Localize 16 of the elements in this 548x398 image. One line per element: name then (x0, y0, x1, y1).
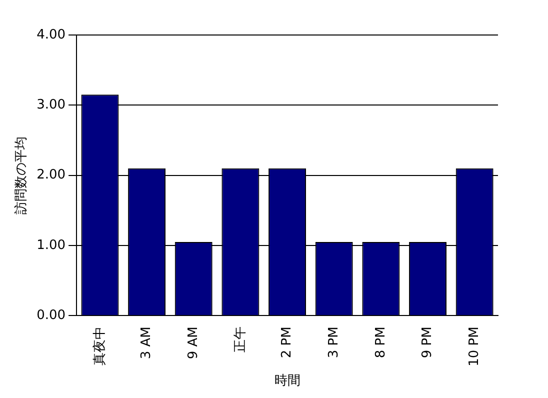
y-tick-label: 1.00 (36, 238, 66, 253)
x-tick-label: 真夜中 (91, 326, 108, 366)
y-tick-label: 2.00 (36, 168, 66, 183)
x-tick-label: 3 AM (139, 326, 154, 360)
x-axis-title: 時間 (274, 374, 300, 389)
x-tick-label: 8 PM (373, 326, 388, 358)
y-tick-label: 4.00 (36, 27, 66, 42)
x-tick-label: 3 PM (326, 326, 342, 358)
y-axis-title: 訪問数の平均 (14, 136, 30, 214)
x-tick-label: 9 AM (186, 326, 201, 360)
x-tick-label: 正午 (232, 326, 248, 353)
x-tick-label: 10 PM (466, 326, 482, 366)
y-tick-label: 3.00 (36, 98, 66, 113)
x-tick-label: 2 PM (280, 326, 295, 358)
x-tick-label: 9 PM (420, 326, 436, 358)
y-tick-label: 0.00 (36, 308, 66, 324)
